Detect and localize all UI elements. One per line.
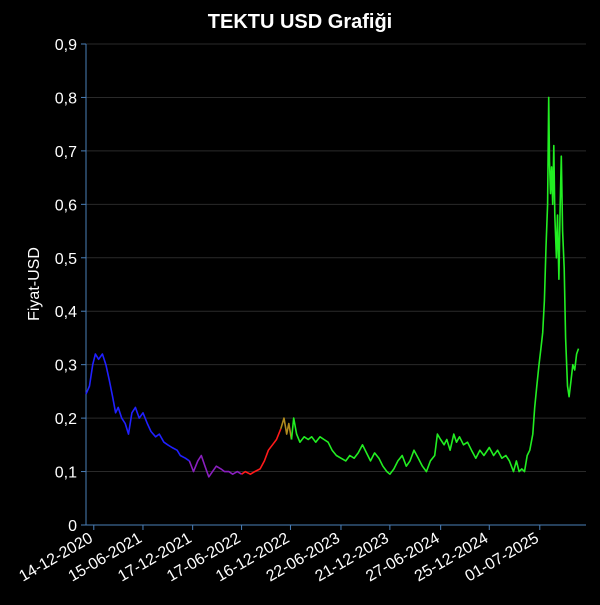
y-axis-label: Fiyat-USD	[26, 247, 43, 321]
y-tick-label: 0,4	[55, 304, 77, 321]
series-line-purple	[188, 454, 243, 478]
y-tick-labels: 0 0,1 0,2 0,3 0,4 0,5 0,6 0,7 0,8 0,9	[55, 37, 86, 535]
series-line-green	[290, 96, 580, 475]
y-tick-label: 0,9	[55, 37, 77, 54]
y-tick-label: 0,2	[55, 411, 77, 428]
grid-lines	[86, 43, 586, 473]
chart-title: TEKTU USD Grafiği	[208, 11, 392, 33]
y-tick-label: 0,7	[55, 144, 77, 161]
series-line-red	[241, 428, 282, 475]
series-line-blue	[85, 353, 190, 462]
series-line-olive	[280, 417, 293, 440]
axes	[85, 44, 586, 526]
price-series	[85, 96, 580, 478]
y-tick-label: 0,5	[55, 251, 77, 268]
y-tick-label: 0,8	[55, 90, 77, 107]
y-tick-label: 0,3	[55, 358, 77, 375]
y-tick-label: 0,6	[55, 197, 77, 214]
y-tick-label: 0	[68, 518, 77, 535]
y-tick-label: 0,1	[55, 465, 77, 482]
